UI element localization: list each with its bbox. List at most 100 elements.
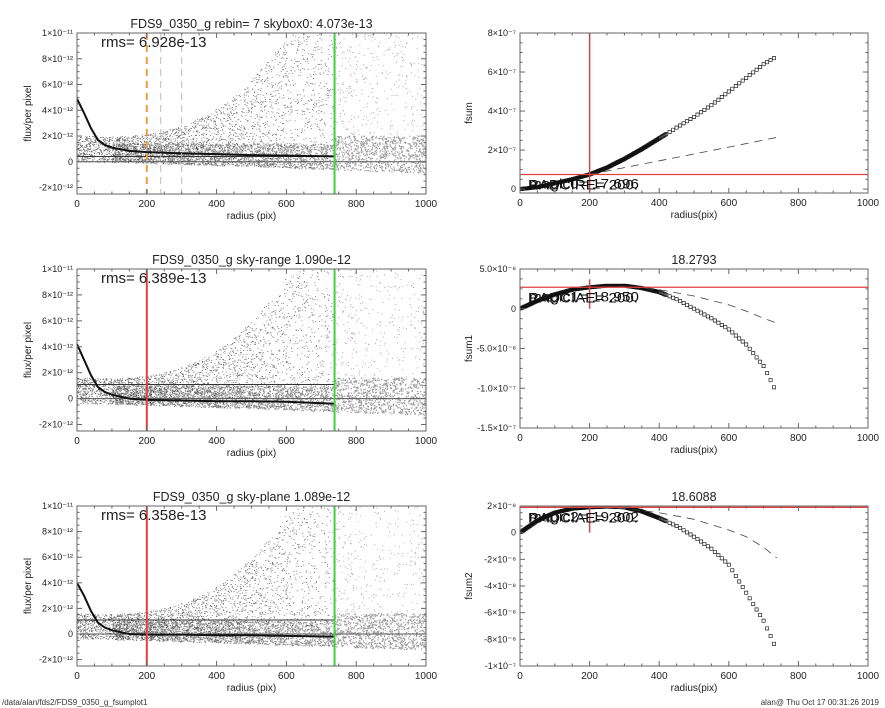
scatter-points-outer bbox=[334, 269, 426, 413]
y-axis-label: fsum2 bbox=[464, 572, 475, 600]
y-tick-label: 4×10⁻⁷ bbox=[488, 106, 516, 116]
y-tick-label: 6×10⁻¹² bbox=[42, 316, 73, 326]
scatter-points-outer bbox=[334, 33, 426, 171]
x-tick-label: 800 bbox=[348, 436, 365, 447]
y-tick-label: 1×10⁻¹¹ bbox=[42, 264, 73, 274]
x-tick-label: 0 bbox=[517, 433, 523, 444]
x-tick-label: 800 bbox=[348, 671, 365, 682]
y-tick-label: 0 bbox=[511, 304, 516, 314]
y-tick-label: 6×10⁻¹² bbox=[42, 80, 73, 90]
y-tick-label: 6×10⁻¹² bbox=[42, 552, 73, 562]
chart-title: FDS9_0350_g sky-plane 1.089e-12 bbox=[153, 490, 350, 504]
x-tick-label: 0 bbox=[517, 198, 523, 209]
x-axis-label: radius(pix) bbox=[671, 683, 718, 694]
x-tick-label: 400 bbox=[208, 671, 225, 682]
chart-title: 18.6088 bbox=[671, 490, 716, 504]
radial-profile-line bbox=[77, 98, 335, 158]
y-tick-label: 2×10⁻⁷ bbox=[488, 145, 516, 155]
y-tick-label: -1.5×10⁻⁷ bbox=[477, 423, 516, 433]
x-tick-label: 600 bbox=[278, 671, 295, 682]
y-tick-label: 0 bbox=[68, 629, 73, 639]
y-tick-label: -1.0×10⁻⁷ bbox=[477, 383, 516, 393]
chart-title: 18.2793 bbox=[671, 253, 716, 267]
footer-path: /data/alan/fds2/FDS9_0350_g_fsumplot1 bbox=[2, 698, 148, 707]
y-tick-label: 0 bbox=[68, 157, 73, 167]
y-tick-label: -8×10⁻⁸ bbox=[484, 634, 516, 644]
x-tick-label: 1000 bbox=[415, 436, 438, 447]
x-tick-label: 1000 bbox=[857, 198, 880, 209]
x-tick-label: 400 bbox=[208, 199, 225, 210]
plot-area bbox=[77, 33, 426, 194]
y-tick-label: -4×10⁻⁸ bbox=[484, 581, 516, 591]
x-tick-label: 1000 bbox=[857, 433, 880, 444]
chart-title: FDS9_0350_g sky-range 1.090e-12 bbox=[152, 253, 351, 267]
y-tick-label: 2×10⁻⁸ bbox=[487, 501, 516, 511]
x-tick-label: 1000 bbox=[415, 671, 438, 682]
x-tick-label: 400 bbox=[651, 433, 668, 444]
plot-label-0: magic2= 19.302 bbox=[529, 508, 639, 524]
y-tick-label: 0 bbox=[511, 528, 516, 538]
y-axis-label: flux/per pixel bbox=[23, 322, 34, 378]
y-tick-label: -1×10⁻⁷ bbox=[485, 661, 516, 671]
x-tick-label: 200 bbox=[138, 199, 155, 210]
scatter-points-outer bbox=[334, 506, 426, 649]
y-tick-label: 6×10⁻⁷ bbox=[488, 67, 516, 77]
y-tick-label: -2×10⁻¹² bbox=[39, 655, 73, 665]
x-tick-label: 1000 bbox=[857, 671, 880, 682]
rms-annotation: rms= 6.389e-13 bbox=[101, 270, 206, 287]
x-tick-label: 600 bbox=[278, 199, 295, 210]
plot-frame bbox=[519, 505, 869, 667]
x-tick-label: 1000 bbox=[415, 199, 438, 210]
y-tick-label: 2×10⁻¹² bbox=[42, 131, 73, 141]
scatter-points-inner bbox=[77, 269, 336, 411]
y-tick-label: 4×10⁻¹² bbox=[42, 105, 73, 115]
y-axis-label: flux/per pixel bbox=[23, 85, 34, 141]
plot-label-0: magic1= 18.950 bbox=[529, 288, 639, 304]
plot-area bbox=[520, 279, 868, 390]
radial-profile-line bbox=[77, 582, 335, 638]
y-tick-label: 2×10⁻¹² bbox=[42, 603, 73, 613]
model-dashed-line bbox=[589, 137, 777, 175]
plot-frame bbox=[76, 32, 427, 195]
y-tick-label: 1×10⁻¹¹ bbox=[42, 501, 73, 511]
fsum-markers bbox=[520, 506, 776, 646]
x-tick-label: 600 bbox=[720, 671, 737, 682]
y-tick-label: 0 bbox=[68, 394, 73, 404]
x-tick-label: 200 bbox=[581, 198, 598, 209]
x-tick-label: 800 bbox=[348, 199, 365, 210]
y-tick-label: -2×10⁻¹² bbox=[39, 183, 73, 193]
x-tick-label: 0 bbox=[517, 671, 523, 682]
plot-label-0: magic0= 17.696 bbox=[529, 175, 639, 191]
y-tick-label: 1×10⁻¹¹ bbox=[42, 28, 73, 38]
y-tick-label: 8×10⁻¹² bbox=[42, 527, 73, 537]
x-tick-label: 600 bbox=[720, 433, 737, 444]
chart-flux-sky-plane: 0 200 400 600 800 1000-2×10⁻¹²02×10⁻¹²4×10⁻¹²… bbox=[23, 490, 438, 694]
scatter-points-inner bbox=[77, 506, 336, 647]
y-tick-label: 5.0×10⁻⁸ bbox=[480, 264, 517, 274]
x-tick-label: 600 bbox=[278, 436, 295, 447]
x-tick-label: 400 bbox=[208, 436, 225, 447]
rms-annotation: rms= 6.928e-13 bbox=[101, 34, 206, 51]
y-tick-label: -5.0×10⁻⁸ bbox=[477, 344, 517, 354]
x-tick-label: 800 bbox=[790, 671, 807, 682]
x-tick-label: 200 bbox=[581, 671, 598, 682]
y-tick-label: 8×10⁻¹² bbox=[42, 290, 73, 300]
fsum-markers bbox=[520, 56, 776, 191]
x-axis-label: radius (pix) bbox=[227, 211, 276, 222]
radial-profile-line bbox=[77, 343, 335, 405]
y-tick-label: -2×10⁻¹² bbox=[39, 420, 73, 430]
x-tick-label: 600 bbox=[720, 198, 737, 209]
y-axis-label: fsum bbox=[464, 102, 475, 124]
x-axis-label: radius(pix) bbox=[671, 210, 718, 221]
y-axis-label: flux/per pixel bbox=[23, 558, 34, 614]
plot-label-1: RADCIAE= 200. bbox=[528, 509, 638, 525]
x-tick-label: 0 bbox=[74, 671, 80, 682]
plot-frame bbox=[76, 505, 427, 667]
x-tick-label: 800 bbox=[790, 433, 807, 444]
x-axis-label: radius(pix) bbox=[671, 445, 718, 456]
chart-title: FDS9_0350_g rebin= 7 skybox0: 4.073e-13 bbox=[130, 17, 372, 31]
x-tick-label: 800 bbox=[790, 198, 807, 209]
